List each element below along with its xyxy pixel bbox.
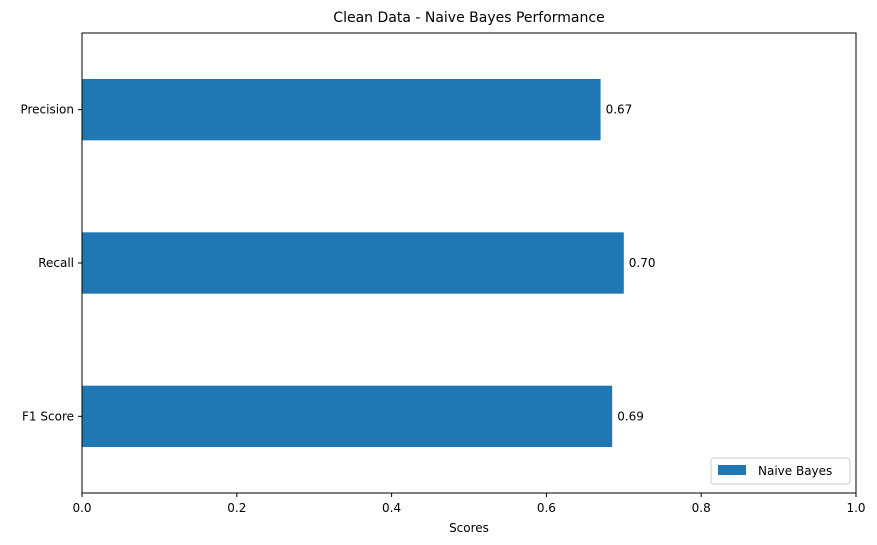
x-tick-label: 0.0: [72, 501, 91, 515]
value-label-f1-score: 0.69: [617, 409, 644, 423]
y-tick-label-f1-score: F1 Score: [22, 409, 74, 423]
x-tick-label: 1.0: [846, 501, 865, 515]
value-label-precision: 0.67: [606, 103, 633, 117]
y-axis: Precision Recall F1 Score: [20, 103, 82, 423]
bar-f1-score: [82, 385, 613, 447]
legend: Naive Bayes: [710, 457, 851, 485]
x-tick-label: 0.2: [227, 501, 246, 515]
bars-layer: [82, 79, 624, 447]
y-tick-label-precision: Precision: [20, 103, 74, 117]
bar-precision: [82, 79, 601, 141]
x-axis: 0.0 0.2 0.4 0.6 0.8 1.0: [72, 493, 866, 515]
legend-swatch: [718, 465, 746, 475]
chart-title: Clean Data - Naive Bayes Performance: [333, 10, 604, 26]
bar-recall: [82, 232, 624, 294]
x-axis-label: Scores: [449, 521, 489, 535]
x-tick-label: 0.4: [382, 501, 401, 515]
x-tick-label: 0.6: [537, 501, 556, 515]
x-tick-label: 0.8: [692, 501, 711, 515]
legend-frame: [710, 457, 851, 485]
y-tick-label-recall: Recall: [38, 256, 74, 270]
value-labels-layer: 0.67 0.70 0.69: [606, 103, 656, 424]
legend-label: Naive Bayes: [758, 464, 832, 478]
value-label-recall: 0.70: [629, 256, 656, 270]
